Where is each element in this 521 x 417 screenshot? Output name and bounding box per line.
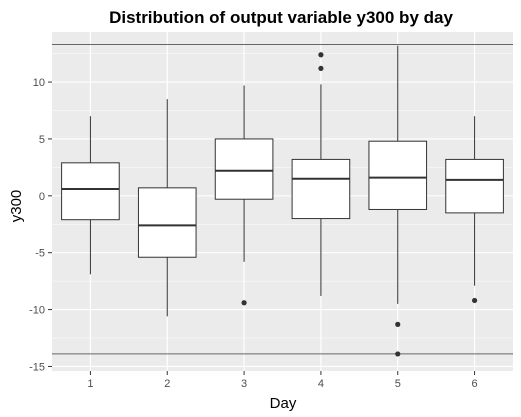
outlier-point [318, 52, 324, 58]
box-group-day-6 [445, 116, 504, 304]
x-axis: 1 2 3 4 5 6 [87, 371, 478, 390]
outlier-point [471, 297, 478, 304]
y-axis-title: y300 [8, 190, 25, 223]
chart-title: Distribution of output variable y300 by … [109, 8, 453, 27]
x-tick-label: 4 [318, 378, 324, 390]
box-group-day-4 [291, 52, 351, 296]
box-group-day-2 [137, 99, 197, 317]
x-tick-label: 2 [164, 378, 170, 390]
outlier-point [395, 321, 401, 327]
reference-lines [52, 44, 513, 355]
boxes [61, 45, 504, 357]
x-tick-label: 6 [472, 378, 478, 390]
box-iqr [291, 158, 351, 220]
x-axis-title: Day [270, 395, 297, 412]
box-iqr [214, 138, 274, 200]
box-iqr [137, 187, 197, 258]
y-tick-label: -15 [29, 361, 45, 373]
y-tick-label: -5 [35, 248, 45, 260]
plot-panel [52, 32, 513, 371]
box-iqr [368, 140, 428, 210]
box-group-day-5 [368, 45, 428, 357]
x-tick-label: 5 [395, 378, 401, 390]
y-axis: -15 -10 -5 0 5 10 [29, 77, 52, 373]
outlier-point [395, 351, 401, 357]
x-tick-label: 1 [87, 378, 93, 390]
y-tick-label: 0 [39, 191, 45, 203]
box-iqr [61, 162, 120, 221]
outlier-point [318, 65, 324, 72]
outlier-point [241, 300, 247, 306]
box-iqr [445, 158, 504, 214]
y-tick-label: 5 [39, 134, 45, 146]
box-group-day-1 [61, 116, 120, 275]
y-tick-label: 10 [33, 77, 45, 89]
y-tick-label: -10 [29, 305, 45, 317]
box-group-day-3 [214, 85, 274, 306]
x-tick-label: 3 [241, 378, 247, 390]
grid-minor [52, 53, 513, 339]
